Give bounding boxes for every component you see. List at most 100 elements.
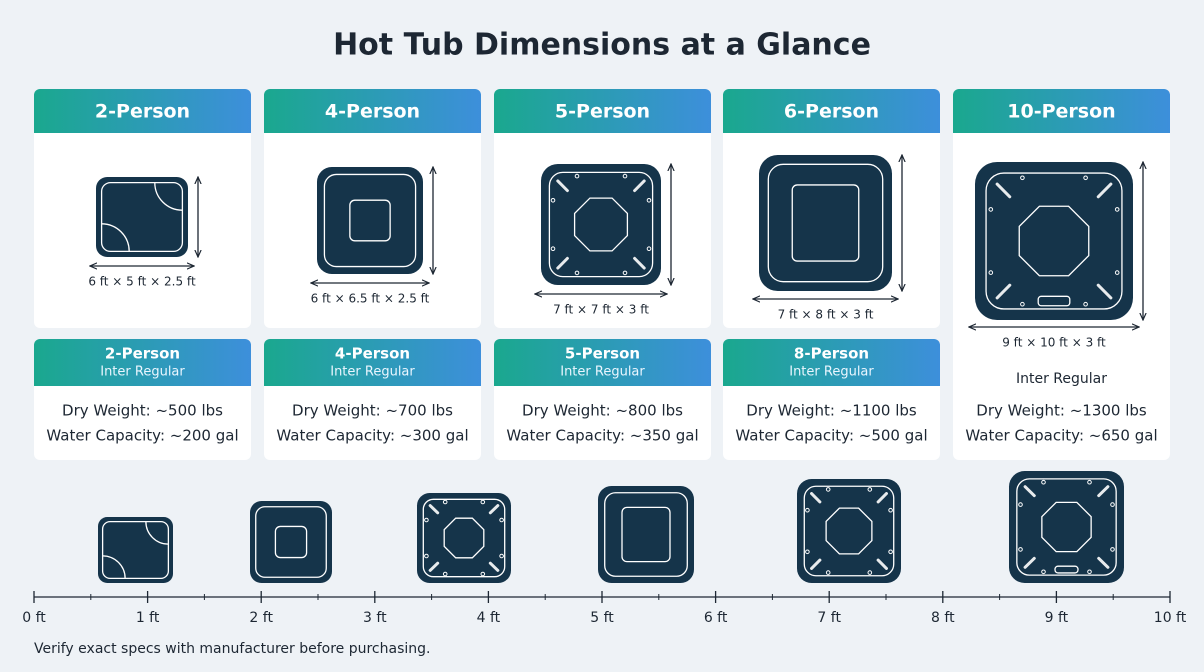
tub-rim: [548, 171, 654, 278]
hot-tub: [98, 517, 173, 583]
hot-tub: [317, 167, 423, 274]
spec-subtitle: Inter Regular: [789, 365, 874, 380]
tub-jet: [646, 246, 652, 251]
tub-jet: [1110, 502, 1115, 507]
water-capacity: Water Capacity: ~500 gal: [735, 427, 927, 445]
tub-jet: [424, 517, 429, 523]
hot-tub: [96, 177, 188, 257]
tub-jet-row: [428, 504, 440, 515]
tub-jet: [1020, 175, 1025, 181]
tub-jet: [1083, 175, 1088, 181]
tub-jet: [1020, 301, 1025, 307]
tub-jet-row: [995, 182, 1012, 199]
card-header: [953, 89, 1170, 133]
spec-title: 5-Person: [565, 345, 640, 363]
tub-jet-row: [810, 492, 822, 504]
hot-tub: [1009, 471, 1124, 583]
tub-jet-row: [1097, 485, 1110, 498]
tub-footwell: [825, 507, 873, 555]
tub-jet: [1114, 207, 1120, 212]
tub-rim: [985, 172, 1123, 310]
hot-tub: [541, 164, 661, 285]
spec-header: [494, 339, 711, 386]
tub-jet: [442, 499, 448, 505]
dry-weight: Dry Weight: ~1300 lbs: [976, 402, 1147, 420]
card-title: 10-Person: [1007, 101, 1115, 123]
tub-jet-row: [810, 558, 822, 570]
scale-label: 1 ft: [136, 610, 160, 626]
tub-rim: [100, 181, 184, 253]
title: Hot Tub Dimensions at a Glance: [333, 28, 871, 63]
dimension-label: 7 ft × 7 ft × 3 ft: [553, 303, 649, 317]
tub-jet: [1083, 301, 1088, 307]
tub-jet: [867, 570, 873, 575]
scale-label: 8 ft: [931, 610, 955, 626]
tub-jet: [622, 270, 628, 276]
card-title: 4-Person: [325, 101, 420, 123]
tub-seat: [102, 555, 126, 579]
tub-jet-row: [1097, 556, 1110, 569]
tub-jet-row: [556, 179, 569, 193]
scale-label: 4 ft: [477, 610, 501, 626]
tub-shell: [759, 155, 892, 291]
hot-tub: [975, 162, 1133, 320]
spec-header: [723, 339, 940, 386]
card-header: [723, 89, 940, 133]
tub-jet: [805, 507, 810, 513]
water-capacity: Water Capacity: ~650 gal: [965, 427, 1157, 445]
tub-jet: [499, 517, 504, 523]
dimension-label: 9 ft × 10 ft × 3 ft: [1002, 336, 1106, 350]
card-header: [264, 89, 481, 133]
scale-label: 6 ft: [704, 610, 728, 626]
tub-jet: [1018, 547, 1023, 552]
tub-jet-row: [633, 256, 646, 270]
tub-rim: [803, 485, 895, 577]
tub-step: [1054, 565, 1079, 574]
dry-weight: Dry Weight: ~1100 lbs: [746, 402, 917, 420]
tub-jet: [1110, 547, 1115, 552]
tub-jet: [424, 553, 429, 559]
tub-jet: [1041, 569, 1046, 575]
tub-jet: [1018, 502, 1023, 507]
card-title: 5-Person: [555, 101, 650, 123]
tub-rim: [767, 163, 884, 283]
spec-title: 8-Person: [794, 345, 869, 363]
card-title: 2-Person: [95, 101, 190, 123]
hot-tub: [598, 486, 694, 583]
dimension-label: 7 ft × 8 ft × 3 ft: [778, 308, 874, 322]
tub-jet: [550, 198, 556, 203]
tub-jet: [622, 173, 628, 179]
hot-tub: [250, 501, 332, 583]
tub-rim: [101, 520, 170, 580]
tub-jet: [825, 487, 831, 492]
spec-subtitle: Inter Regular: [100, 365, 185, 380]
tub-jet: [574, 270, 580, 276]
tub-rim: [323, 173, 417, 268]
tub-jet: [646, 198, 652, 203]
tub-shell: [1009, 471, 1124, 583]
footnote: Verify exact specs with manufacturer bef…: [34, 641, 430, 657]
tub-shell: [98, 517, 173, 583]
tub-jet-row: [428, 561, 440, 572]
tub-shell: [250, 501, 332, 583]
tub-jet: [480, 571, 486, 577]
card-header: [34, 89, 251, 133]
tub-jet-row: [995, 283, 1012, 300]
water-capacity: Water Capacity: ~200 gal: [46, 427, 238, 445]
tub-jet-row: [1096, 182, 1113, 199]
tub-jet-row: [1023, 556, 1036, 569]
scale-label: 5 ft: [590, 610, 614, 626]
tub-rim: [255, 506, 327, 578]
water-capacity: Water Capacity: ~350 gal: [506, 427, 698, 445]
tub-seat: [101, 223, 130, 252]
tub-jet: [442, 571, 448, 577]
tub-jet: [499, 553, 504, 559]
tub-jet: [867, 487, 873, 492]
tub-jet: [888, 549, 893, 555]
tub-footwell: [443, 517, 485, 559]
tub-jet: [574, 173, 580, 179]
tub-jet-row: [876, 558, 888, 570]
dry-weight: Dry Weight: ~700 lbs: [292, 402, 453, 420]
tub-shell: [96, 177, 188, 257]
tub-footwell: [1018, 205, 1090, 277]
